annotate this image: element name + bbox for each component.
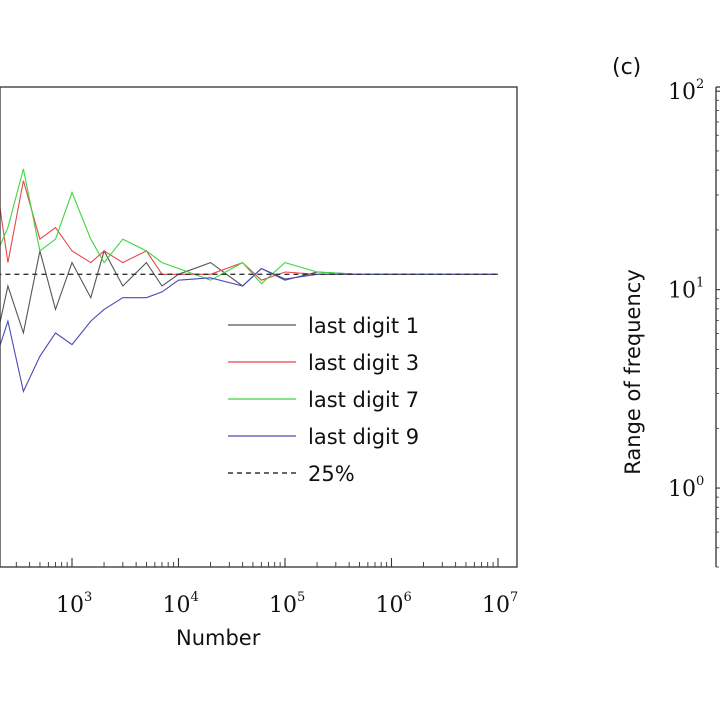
legend-label: 25% <box>308 462 355 486</box>
x-axis-title: Number <box>176 626 261 650</box>
x-tick-label: 105 <box>269 590 305 618</box>
legend-label: last digit 7 <box>308 388 419 412</box>
series-line-2 <box>0 180 498 281</box>
chart-panel-b: 103 104 105 106 107 Number last digit 1last … <box>0 86 518 650</box>
series-line-3 <box>0 168 498 285</box>
series-line-1 <box>0 249 498 336</box>
y-axis-title: Range of frequency <box>621 269 645 474</box>
series-layer <box>0 168 498 394</box>
legend-label: last digit 1 <box>308 314 419 338</box>
x-tick-label: 107 <box>482 590 518 618</box>
y-tick-label: 100 <box>668 474 704 502</box>
plot-frame <box>0 86 518 568</box>
series-line-4 <box>0 267 498 394</box>
legend-label: last digit 9 <box>308 425 419 449</box>
x-minor-ticks <box>15 562 494 567</box>
x-tick-label: 103 <box>56 590 92 618</box>
chart-panel-c: (c) 102 101 100 Range of frequency <box>612 55 720 568</box>
y-tick-label: 101 <box>668 276 704 304</box>
x-tick-label: 104 <box>163 590 199 618</box>
legend-label: last digit 3 <box>308 351 419 375</box>
legend: last digit 1 last digit 3 last digit 7 last… <box>228 314 419 486</box>
y-tick-label: 102 <box>668 77 704 105</box>
x-tick-labels: 103 104 105 106 107 <box>56 558 518 618</box>
y-minor-ticks <box>716 99 719 568</box>
x-tick-label: 106 <box>376 590 412 618</box>
y-tick-labels: 102 101 100 <box>668 77 720 502</box>
panel-label: (c) <box>612 55 641 80</box>
